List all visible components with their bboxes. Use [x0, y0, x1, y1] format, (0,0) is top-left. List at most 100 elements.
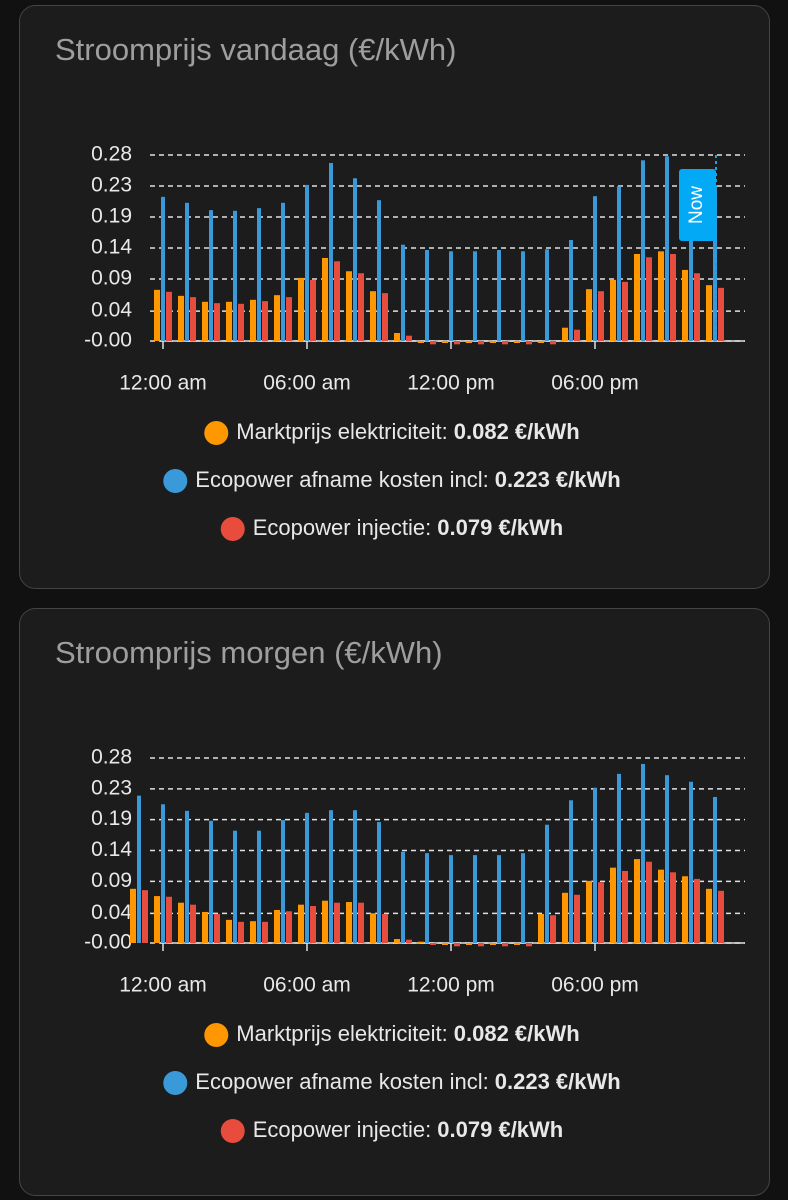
- card: [19, 608, 770, 1196]
- legend-entry: Marktprijs elektriciteit:0.082 €/kWh: [236, 1021, 579, 1046]
- bar: [598, 882, 604, 943]
- x-tick-label: 12:00 am: [119, 372, 207, 395]
- bar: [586, 880, 592, 943]
- bar: [569, 240, 573, 341]
- bar: [394, 333, 400, 341]
- y-tick-label: -0.00: [84, 329, 132, 352]
- bar: [449, 251, 453, 341]
- bar: [209, 820, 213, 943]
- bar: [130, 888, 136, 943]
- bar: [394, 939, 400, 943]
- bar: [569, 800, 573, 943]
- bar: [545, 249, 549, 341]
- bar: [233, 210, 237, 341]
- bar: [538, 341, 544, 343]
- bar: [658, 869, 664, 943]
- legend-swatch: [204, 421, 229, 445]
- bar: [473, 251, 477, 341]
- bar: [346, 271, 352, 341]
- x-tick-label: 06:00 pm: [551, 372, 639, 395]
- bar: [538, 913, 544, 943]
- bar: [257, 830, 261, 943]
- legend-value: 0.082 €/kWh: [454, 419, 580, 444]
- bar: [353, 810, 357, 943]
- bar: [706, 285, 712, 341]
- bar: [598, 291, 604, 341]
- bar: [310, 279, 316, 341]
- bar: [166, 896, 172, 943]
- bar: [185, 810, 189, 943]
- legend-entry: Marktprijs elektriciteit:0.082 €/kWh: [236, 419, 579, 444]
- bar: [250, 921, 256, 943]
- bar: [358, 273, 364, 341]
- bar: [161, 804, 165, 943]
- bar: [298, 904, 304, 943]
- bar: [521, 853, 525, 943]
- bar: [574, 894, 580, 943]
- bar: [401, 851, 405, 943]
- bar: [694, 273, 700, 341]
- bar: [161, 196, 165, 341]
- bar: [274, 909, 280, 943]
- bar: [425, 249, 429, 341]
- bar: [497, 855, 501, 943]
- bar: [641, 763, 645, 943]
- chart: Stroomprijs morgen (€/kWh) -0.00 0.04 0.09 0…: [55, 635, 745, 1143]
- legend-entry: Ecopower injectie:0.079 €/kWh: [253, 1117, 564, 1142]
- bar: [622, 281, 628, 341]
- bar: [574, 329, 580, 341]
- bar: [670, 872, 676, 943]
- legend-name: Marktprijs elektriciteit: [236, 1021, 441, 1046]
- bar: [634, 859, 640, 943]
- bar: [262, 921, 268, 943]
- bar: [418, 941, 424, 943]
- bar: [593, 196, 597, 341]
- bar: [490, 341, 496, 343]
- bar: [377, 822, 381, 943]
- bar: [526, 943, 532, 947]
- bar: [298, 277, 304, 341]
- bar: [430, 943, 436, 945]
- bar: [178, 295, 184, 341]
- bar: [617, 773, 621, 943]
- legend-colon: :: [425, 515, 431, 540]
- legend-entry: Ecopower afname kosten incl:0.223 €/kWh: [195, 1069, 620, 1094]
- y-tick-label: 0.14: [91, 236, 132, 259]
- y-tick-label: 0.09: [91, 869, 132, 892]
- bar: [382, 913, 388, 943]
- bar: [718, 890, 724, 943]
- bar: [550, 915, 556, 943]
- x-tick-label: 06:00 pm: [551, 974, 639, 997]
- legend-value: 0.223 €/kWh: [495, 1069, 621, 1094]
- y-tick-label: 0.28: [91, 143, 132, 166]
- bar: [214, 303, 220, 341]
- bar: [430, 341, 436, 345]
- bar: [521, 251, 525, 341]
- bar: [154, 896, 160, 943]
- bar: [689, 180, 693, 341]
- legend-value: 0.079 €/kWh: [437, 1117, 563, 1142]
- x-tick-label: 06:00 am: [263, 372, 351, 395]
- bar: [226, 919, 232, 943]
- bar: [334, 261, 340, 341]
- bar: [514, 341, 520, 343]
- bar: [286, 911, 292, 943]
- bar: [617, 186, 621, 341]
- bar: [257, 208, 261, 341]
- bar: [634, 253, 640, 341]
- bar: [526, 341, 532, 345]
- bar: [286, 297, 292, 341]
- bar: [646, 861, 652, 943]
- x-tick-label: 12:00 am: [119, 974, 207, 997]
- bar: [449, 855, 453, 943]
- bar: [646, 257, 652, 341]
- bar: [682, 876, 688, 943]
- chart-title: Stroomprijs morgen (€/kWh): [55, 635, 443, 670]
- bar: [454, 341, 460, 345]
- bar: [214, 913, 220, 943]
- now-label: Now: [686, 186, 707, 224]
- bar: [262, 301, 268, 341]
- bar: [310, 906, 316, 943]
- bar: [334, 902, 340, 943]
